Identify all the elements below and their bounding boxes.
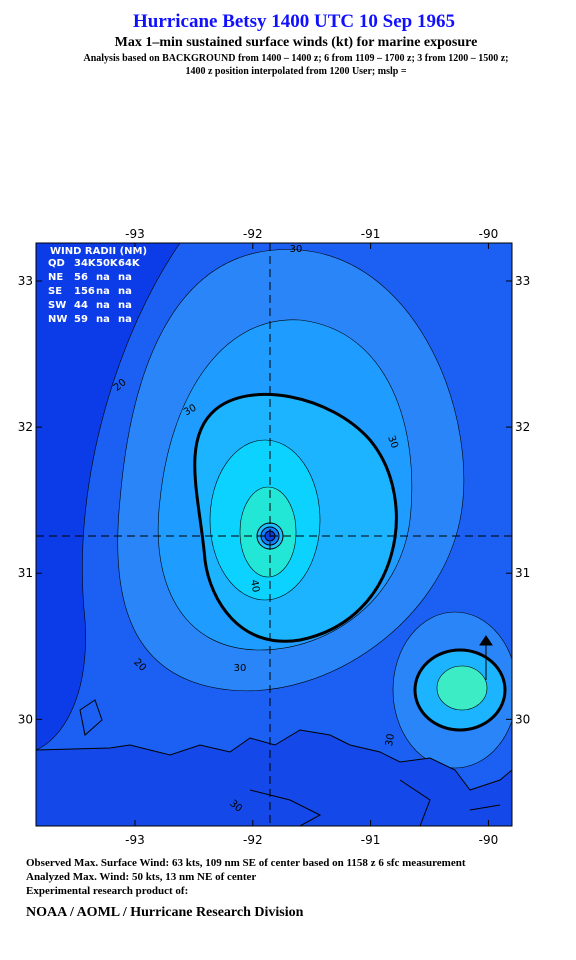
y-tick-label: 30: [18, 712, 33, 726]
wind-radii-cell: NW: [48, 314, 67, 325]
wind-radii-cell: na: [118, 286, 132, 297]
wind-field: [36, 243, 512, 826]
x-tick-label: -90: [479, 833, 499, 847]
x-tick-label: -93: [125, 227, 145, 241]
wind-radii-cell: 156: [74, 286, 95, 297]
wind-radii-cell: na: [96, 314, 110, 325]
y-tick-label: 33: [18, 274, 33, 288]
y-tick-label: 31: [515, 566, 530, 580]
wind-radii-header: 50K: [96, 258, 119, 269]
wind-radii-cell: na: [118, 314, 132, 325]
wind-radii-cell: na: [118, 272, 132, 283]
footer-line: Observed Max. Surface Wind: 63 kts, 109 …: [26, 857, 466, 869]
wind-radii-cell: na: [96, 272, 110, 283]
map-frame: [35, 242, 513, 827]
y-tick-label: 31: [18, 566, 33, 580]
y-tick-label: 30: [515, 712, 530, 726]
x-tick-label: -92: [243, 833, 263, 847]
contour-label: 30: [384, 733, 397, 747]
y-tick-label: 32: [18, 420, 33, 434]
wind-radii-cell: 44: [74, 300, 88, 311]
x-tick-label: -91: [361, 833, 381, 847]
wind-radii-cell: NE: [48, 272, 63, 283]
organization: NOAA / AOML / Hurricane Research Divisio…: [26, 905, 304, 920]
wind-radii-header: QD: [48, 258, 65, 269]
wind-radii-header: 64K: [118, 258, 141, 269]
footer-line: Experimental research product of:: [26, 885, 188, 897]
y-tick-label: 33: [515, 274, 530, 288]
wind-radii-cell: SE: [48, 286, 62, 297]
analysis-line: 1400 z position interpolated from 1200 U…: [185, 66, 406, 77]
wind-radii-cell: SW: [48, 300, 66, 311]
wind-radii-header: 34K: [74, 258, 97, 269]
wind-radii-cell: na: [118, 300, 132, 311]
contour-label: 30: [290, 244, 303, 255]
footer-line: Analyzed Max. Wind: 50 kts, 13 nm NE of …: [26, 871, 256, 883]
wind-radii-cell: 56: [74, 272, 88, 283]
x-tick-label: -92: [243, 227, 263, 241]
x-tick-label: -93: [125, 833, 145, 847]
subtitle: Max 1–min sustained surface winds (kt) f…: [115, 35, 478, 50]
wind-radii-cell: na: [96, 300, 110, 311]
y-tick-label: 32: [515, 420, 530, 434]
x-tick-label: -91: [361, 227, 381, 241]
wind-radii-cell: 59: [74, 314, 88, 325]
contour-label: 30: [234, 663, 247, 674]
contour-label: 30: [385, 434, 400, 450]
contour-label: 40: [248, 579, 261, 593]
x-tick-label: -90: [479, 227, 499, 241]
wind-radii-title: WIND RADII (NM): [50, 246, 147, 257]
analysis-line: Analysis based on BACKGROUND from 1400 –…: [84, 53, 509, 64]
title: Hurricane Betsy 1400 UTC 10 Sep 1965: [133, 11, 455, 32]
wind-radii-cell: na: [96, 286, 110, 297]
